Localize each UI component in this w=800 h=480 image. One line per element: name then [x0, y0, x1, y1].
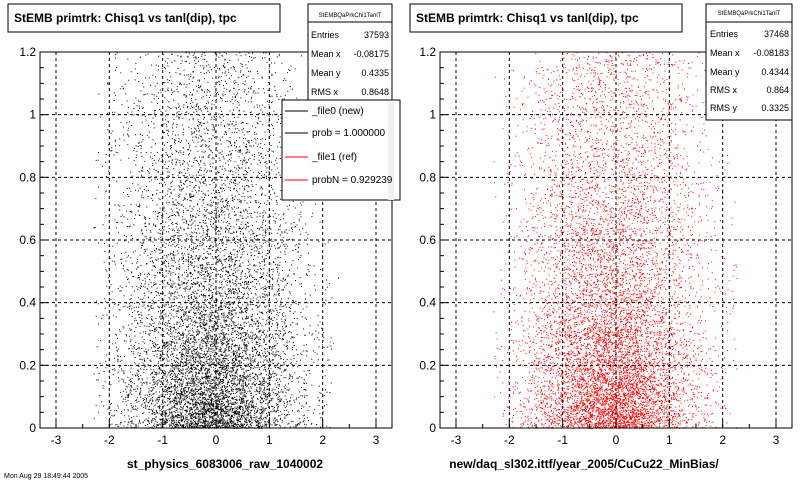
right-stat-meanx-label: Mean x	[710, 48, 740, 58]
right-y-tick-label: 0.8	[419, 170, 436, 184]
left-y-tick-label: 0.6	[19, 233, 36, 247]
left-x-tick-label: -3	[51, 433, 62, 447]
right-title: StEMB primtrk: Chisq1 vs tanl(dip), tpc	[416, 11, 639, 25]
right-stat-meany-label: Mean y	[710, 67, 740, 77]
right-stat-meanx-value: -0.08183	[753, 48, 789, 58]
legend-probn: probN = 0.929239	[312, 175, 393, 186]
left-panel: StEMB primtrk: Chisq1 vs tanl(dip), tpc …	[4, 3, 401, 480]
right-panel: StEMB primtrk: Chisq1 vs tanl(dip), tpc …	[409, 3, 793, 471]
legend-file0: _file0 (new)	[311, 106, 364, 117]
right-y-tick-label: 0	[429, 421, 436, 435]
left-x-tick-label: -1	[157, 433, 168, 447]
right-stat-entries-label: Entries	[710, 29, 739, 39]
right-stat-meany-value: 0.4344	[761, 67, 789, 77]
right-x-tick-label: -1	[557, 433, 568, 447]
right-stats-box[interactable]: StEMBQaPrkChi1TanlT Entries 37468 Mean x…	[705, 3, 793, 121]
right-stats-name: StEMBQaPrkChi1TanlT	[718, 11, 781, 17]
right-stat-rmsx-value: 0.864	[766, 85, 789, 95]
left-stat-meanx-label: Mean x	[311, 49, 341, 59]
left-title-box	[7, 3, 281, 33]
left-stat-meany-label: Mean y	[311, 68, 341, 78]
right-stat-rmsx-label: RMS x	[710, 85, 738, 95]
left-x-axis-label: st_physics_6083006_raw_1040002	[127, 457, 323, 471]
left-x-tick-label: 0	[213, 433, 220, 447]
right-y-tick-label: 0.4	[419, 296, 436, 310]
left-stats-box[interactable]: StEMBQaPrkChi1TanlT Entries 37593 Mean x…	[307, 3, 393, 115]
right-x-tick-label: -2	[504, 433, 515, 447]
right-y-tick-label: 0.6	[419, 233, 436, 247]
left-y-tick-label: 0	[29, 421, 36, 435]
right-x-tick-label: 0	[613, 433, 620, 447]
left-stats-name: StEMBQaPrkChi1TanlT	[319, 13, 382, 19]
left-stat-entries-value: 37593	[364, 30, 389, 40]
left-stats-frame	[307, 3, 393, 115]
right-stat-rmsy-label: RMS y	[710, 103, 738, 113]
left-y-tick-label: 0.8	[19, 170, 36, 184]
left-y-tick-label: 0.4	[19, 296, 36, 310]
right-scatter-points	[493, 52, 740, 430]
legend-shadow	[388, 102, 394, 200]
legend-prob: prob = 1.000000	[312, 128, 386, 139]
legend-frame	[281, 99, 401, 201]
right-x-axis-label: new/daq_sl302.ittf/year_2005/CuCu22_MinB…	[449, 457, 719, 471]
footer-timestamp: Mon Aug 29 18:49:44 2005	[4, 473, 88, 480]
right-x-tick-label: 3	[773, 433, 780, 447]
right-x-tick-label: -3	[451, 433, 462, 447]
right-x-tick-label: 1	[666, 433, 673, 447]
left-title: StEMB primtrk: Chisq1 vs tanl(dip), tpc	[14, 11, 237, 25]
left-y-tick-label: 1	[29, 108, 36, 122]
left-x-tick-label: -2	[104, 433, 115, 447]
right-stat-rmsy-value: 0.3325	[761, 103, 789, 113]
right-x-tick-label: 2	[719, 433, 726, 447]
left-stat-entries-label: Entries	[311, 30, 340, 40]
legend-file1: _file1 (ref)	[311, 152, 357, 163]
left-stat-rmsx-value: 0.8648	[361, 87, 389, 97]
left-y-tick-label: 0.2	[19, 358, 36, 372]
right-title-box	[409, 3, 683, 33]
left-stat-rmsx-label: RMS x	[311, 87, 339, 97]
right-stats-frame	[705, 3, 793, 121]
left-stat-meany-value: 0.4335	[361, 68, 389, 78]
left-stat-meanx-value: -0.08175	[353, 49, 389, 59]
right-stat-entries-value: 37468	[764, 29, 789, 39]
right-y-tick-label: 0.2	[419, 358, 436, 372]
right-y-tick-label: 1	[429, 108, 436, 122]
right-plot-area: -3 -2 -1 0 1 2 3 0 0.2 0.4 0.6 0.8 1 1.2	[419, 45, 793, 447]
left-x-tick-label: 1	[266, 433, 273, 447]
right-scatter-marks	[493, 52, 740, 430]
left-y-tick-label: 1.2	[19, 45, 36, 59]
right-y-tick-label: 1.2	[419, 45, 436, 59]
left-x-tick-label: 2	[319, 433, 326, 447]
legend-box[interactable]: _file0 (new) prob = 1.000000 _file1 (ref…	[281, 99, 401, 201]
left-x-tick-label: 3	[373, 433, 380, 447]
